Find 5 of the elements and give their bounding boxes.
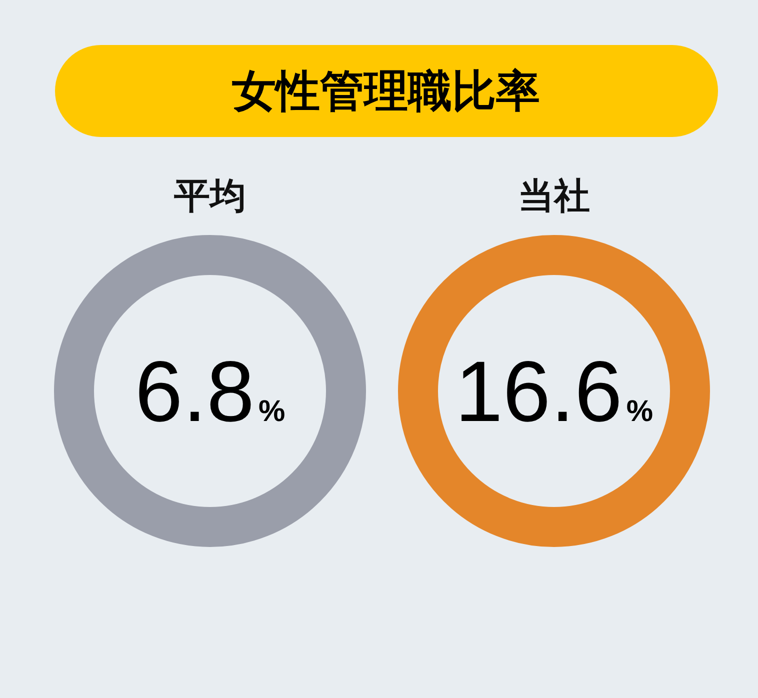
data-label: 16.6% [454, 344, 654, 440]
category-label: 当社 [518, 175, 590, 216]
data-label: 6.8% [134, 344, 286, 440]
category-label: 平均 [174, 175, 246, 216]
title: 女性管理職比率 [55, 45, 718, 137]
